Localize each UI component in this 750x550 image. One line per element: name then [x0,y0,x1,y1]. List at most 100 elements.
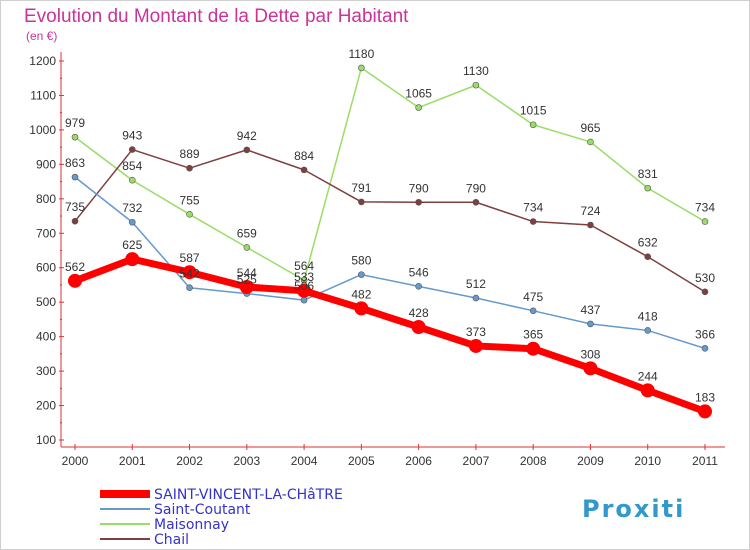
data-label: 854 [122,159,142,173]
data-point [297,283,312,298]
data-label: 734 [695,201,715,215]
series-0 [68,252,712,419]
data-point [358,64,365,72]
x-tick-label: 2002 [176,454,203,468]
data-label: 580 [351,254,371,268]
proxiti-logo: Proxiti [582,495,685,523]
data-point [71,217,79,225]
y-tick-label: 700 [36,226,56,240]
data-point [701,218,709,225]
x-tick-label: 2010 [634,454,661,468]
y-tick-label: 300 [36,364,56,378]
data-point [186,164,193,172]
legend-label: Chail [154,532,189,548]
data-label: 790 [466,181,486,195]
data-label: 530 [695,271,715,285]
data-label: 475 [523,290,543,304]
data-point [243,244,251,251]
series-line [71,255,709,415]
data-point [415,283,422,290]
data-label: 506 [294,279,314,293]
data-point [587,138,594,146]
data-label: 889 [180,147,200,161]
data-label: 1015 [520,104,547,118]
series-3 [71,146,709,296]
x-tick-label: 2009 [577,454,604,468]
data-label: 790 [409,181,429,195]
data-point [128,176,136,184]
data-label: 418 [638,309,658,323]
axes: 100 200 300 400 500 600 700 800 900 1000 1100 1200 2… [29,52,725,468]
data-label: 734 [523,201,543,215]
data-label: 659 [237,226,257,240]
legend-label: Maisonnay [154,517,229,533]
data-label: 533 [294,270,314,284]
data-labels: 979 854 755 659 564 1180 1065 1130 1015 965 831 734… [65,47,715,405]
data-point [300,166,308,174]
data-label: 1065 [405,87,432,101]
data-label: 884 [294,149,314,163]
data-label: 724 [580,204,600,218]
data-point [644,253,652,261]
data-point [243,146,251,154]
data-point [300,276,308,284]
data-label: 632 [638,236,658,250]
data-label: 428 [409,306,429,320]
data-label: 735 [65,200,85,214]
data-point [358,198,365,206]
x-tick-label: 2000 [62,454,89,468]
data-point [358,271,365,278]
data-point [529,307,537,315]
data-label: 546 [409,265,429,279]
data-point [701,345,709,352]
data-point [411,319,426,334]
data-label: 1180 [348,47,374,61]
data-label: 564 [294,259,314,273]
data-point [640,383,655,398]
data-point [182,265,197,280]
data-point [472,81,480,89]
x-tick-label: 2003 [233,454,260,468]
x-tick-label: 2004 [291,454,318,468]
data-label: 512 [466,277,486,291]
data-label: 366 [695,327,715,341]
data-point [587,221,594,229]
data-point [698,404,712,419]
logo-text: Proxiti [582,495,685,523]
data-label: 625 [122,238,142,252]
data-point [186,284,193,292]
data-point [186,211,193,218]
data-point [125,252,140,267]
x-tick-label: 2005 [348,454,375,468]
y-tick-label: 1000 [29,123,56,137]
data-label: 587 [180,251,200,265]
y-tick-label: 600 [36,261,56,275]
series-line [74,148,706,293]
data-point [529,218,537,225]
data-label: 755 [180,193,200,207]
data-label: 791 [351,181,371,195]
legend-label: SAINT-VINCENT-LA-CHâTRE [154,487,343,503]
x-tick-label: 2006 [405,454,432,468]
data-point [71,133,79,141]
data-label: 942 [237,129,257,143]
data-point [526,341,541,356]
y-tick-label: 1100 [30,88,56,102]
series-2 [71,64,709,284]
data-point [128,146,136,153]
data-point [468,338,483,353]
x-tick-label: 2011 [692,454,718,468]
series-layer [68,64,712,419]
series-line [74,176,706,350]
data-label: 373 [466,325,486,339]
data-label: 943 [122,129,142,143]
data-point [415,198,422,206]
data-point [583,361,598,376]
y-tick-label: 500 [36,295,56,309]
y-tick-label: 1200 [29,54,56,68]
data-point [701,288,709,296]
legend: SAINT-VINCENT-LA-CHâTRESaint-CoutantMais… [100,487,343,548]
data-point [300,296,308,304]
data-label: 544 [237,266,257,280]
